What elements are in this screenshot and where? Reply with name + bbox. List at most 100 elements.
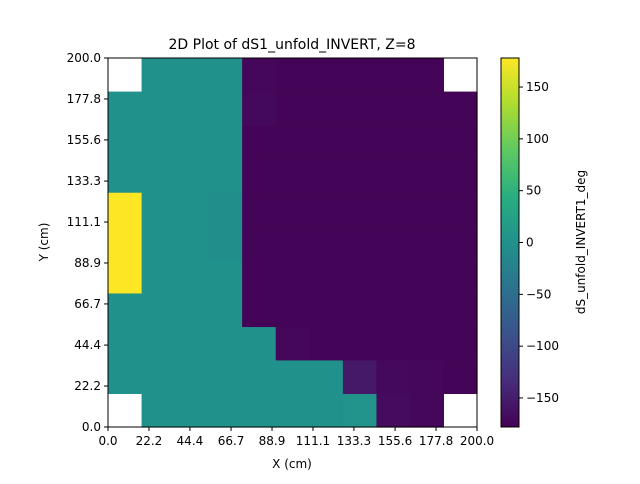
x-tick-label: 133.3 (337, 434, 371, 448)
heatmap-cell (141, 259, 176, 294)
heatmap-cell (141, 292, 176, 328)
heatmap-cell (409, 259, 445, 294)
heatmap-cell (376, 292, 411, 328)
y-tick-label: 88.9 (74, 256, 101, 270)
heatmap-cell (443, 292, 478, 328)
heatmap-cell (342, 125, 378, 160)
heatmap-cell (409, 125, 445, 160)
colorbar (500, 57, 520, 428)
heatmap-cell (242, 259, 277, 294)
heatmap-cell (342, 259, 378, 294)
x-tick-label: 66.7 (218, 434, 245, 448)
x-axis-label: X (cm) (272, 457, 312, 471)
heatmap-cell (141, 125, 176, 160)
heatmap-cell (175, 125, 210, 160)
heatmap-cell (342, 292, 378, 328)
heatmap-cell (175, 225, 210, 260)
heatmap-cell (175, 292, 210, 328)
heatmap-cell (275, 359, 310, 395)
heatmap-cell (208, 292, 243, 328)
colorbar-axis: 150 100 50 0 −50 −100 −150 (519, 80, 559, 405)
y-tick-label: 155.6 (67, 133, 101, 147)
heatmap-cell (376, 125, 411, 160)
x-tick-label: 155.6 (378, 434, 412, 448)
heatmap-cell (309, 292, 344, 328)
heatmap-cell (141, 359, 176, 395)
heatmap-cell (208, 158, 243, 193)
heatmap-cell (376, 259, 411, 294)
heatmap-cell (443, 158, 478, 193)
heatmap-cell (108, 359, 143, 395)
heatmap-cell (409, 91, 445, 126)
y-tick-label: 111.1 (67, 215, 101, 229)
heatmap-cell (108, 158, 143, 193)
heatmap-cell (208, 91, 243, 126)
heatmap-cell (242, 225, 277, 260)
heatmap-cell (443, 259, 478, 294)
x-axis: 0.0 22.2 44.4 66.7 88.9 111.1 133.3 155.6 177.8 2… (98, 427, 494, 448)
colorbar-tick-label: 50 (526, 184, 541, 198)
heatmap-cell (275, 225, 310, 260)
y-tick-label: 133.3 (67, 174, 101, 188)
y-tick-label: 177.8 (67, 92, 101, 106)
heatmap-cell (376, 393, 411, 428)
heatmap-cell (208, 58, 243, 93)
heatmap-cell (275, 58, 310, 93)
heatmap-cell (443, 225, 478, 260)
y-tick-label: 22.2 (74, 379, 101, 393)
heatmap-cell (376, 225, 411, 260)
heatmap-cell (242, 158, 277, 193)
heatmap-cell (409, 359, 445, 395)
heatmap-cell (208, 359, 243, 395)
heatmap-cell (175, 158, 210, 193)
heatmap-cell (242, 359, 277, 395)
heatmap-cell (108, 259, 143, 294)
heatmap-cell (409, 292, 445, 328)
heatmap-cell (141, 58, 176, 93)
heatmap-cell (242, 91, 277, 126)
heatmap-cell (242, 326, 277, 361)
heatmap-cell (409, 225, 445, 260)
heatmap-cell (275, 125, 310, 160)
heatmap-cell (208, 326, 243, 361)
heatmap-cell (108, 292, 143, 328)
heatmap-cell (208, 393, 243, 428)
colorbar-label: dS_unfold_INVERT1_deg (574, 170, 588, 314)
plot-frame (107, 57, 478, 428)
colorbar-tick-label: 0 (526, 236, 534, 250)
heatmap-cell (309, 125, 344, 160)
heatmap-cell (275, 91, 310, 126)
heatmap-cell (342, 58, 378, 93)
colorbar-tick-label: −50 (526, 287, 551, 301)
heatmap-cell (141, 393, 176, 428)
x-tick-label: 22.2 (136, 434, 163, 448)
heatmap-cell (275, 326, 310, 361)
heatmap-cell (342, 326, 378, 361)
heatmap-cell (242, 393, 277, 428)
heatmap-cell (376, 158, 411, 193)
heatmap-cell (175, 393, 210, 428)
heatmap-cell (409, 58, 445, 93)
colorbar-tick-label: −150 (526, 391, 559, 405)
heatmap-cell (443, 359, 478, 395)
heatmap-cell (175, 326, 210, 361)
heatmap-cell (175, 91, 210, 126)
heatmap-cell (409, 326, 445, 361)
x-tick-label: 0.0 (98, 434, 117, 448)
y-tick-label: 66.7 (74, 297, 101, 311)
heatmap-cell (342, 225, 378, 260)
heatmap-cell (409, 393, 445, 428)
x-tick-label: 177.8 (419, 434, 453, 448)
heatmap-cell (208, 192, 243, 227)
colorbar-tick-label: −100 (526, 339, 559, 353)
heatmap-cell (309, 259, 344, 294)
heatmap-cell (275, 393, 310, 428)
x-tick-label: 88.9 (259, 434, 286, 448)
heatmap-cell (409, 158, 445, 193)
heatmap-cell (443, 125, 478, 160)
heatmap-cell (342, 158, 378, 193)
x-tick-label: 44.4 (177, 434, 204, 448)
x-tick-label: 111.1 (296, 434, 330, 448)
heatmap-cell (376, 326, 411, 361)
heatmap-cell (409, 192, 445, 227)
